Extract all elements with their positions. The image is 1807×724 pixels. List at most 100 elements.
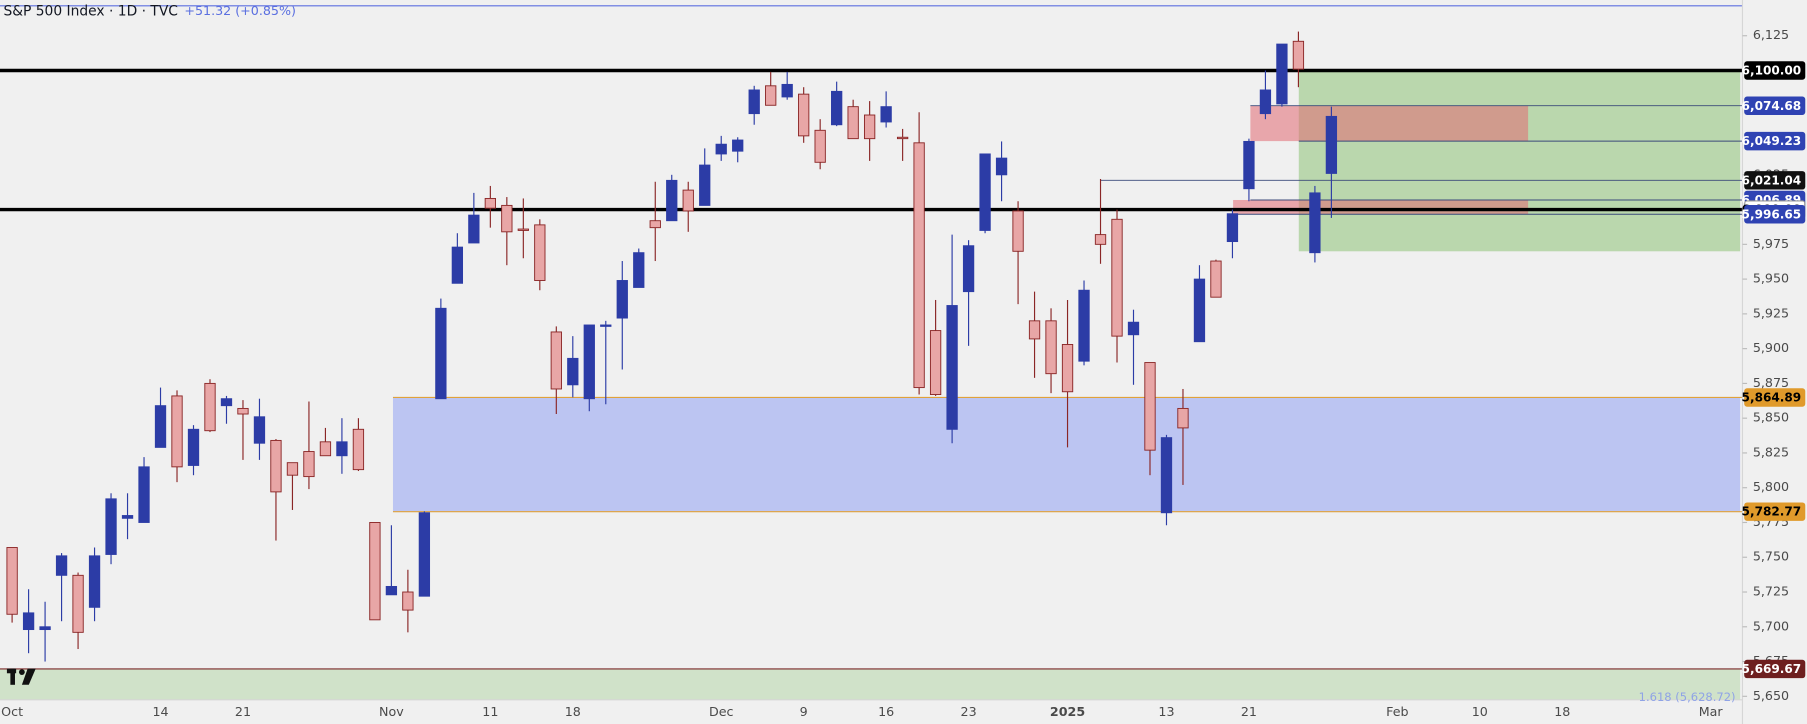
candle-body [682, 189, 694, 212]
logo-part [10, 668, 15, 685]
candle-body [583, 324, 595, 400]
price-label-box [1744, 131, 1806, 151]
candle-body [995, 157, 1008, 176]
candle-body [154, 405, 167, 448]
candle-body [600, 324, 612, 327]
candle-body [666, 179, 678, 222]
zone [1233, 199, 1529, 215]
candle-body [105, 498, 117, 555]
y-tick-label: 5,850 [1753, 410, 1789, 425]
price-label-box [1744, 659, 1806, 679]
candle-body [1226, 213, 1239, 243]
zones [0, 70, 1741, 700]
candle-body [468, 214, 480, 244]
annotation: 1.618 (5,628.72) [1639, 690, 1736, 704]
y-tick-label: 5,925 [1753, 305, 1789, 320]
logo-part [19, 669, 25, 676]
price-label-box [1744, 205, 1806, 224]
x-tick-label: 2025 [1050, 704, 1085, 719]
candle-body [402, 591, 414, 611]
zone [0, 668, 1741, 700]
candles [6, 31, 1338, 662]
y-tick-label: 5,800 [1753, 479, 1789, 494]
zone [392, 397, 1741, 512]
candle-body [1127, 321, 1140, 336]
candle-body [798, 93, 810, 137]
candle-body [896, 136, 909, 140]
candle-body [418, 512, 431, 597]
x-tick-label: 13 [1158, 704, 1174, 719]
candle-body [1309, 192, 1321, 254]
candle-body [1028, 320, 1041, 340]
candle-body [962, 245, 975, 293]
candle-body [204, 382, 216, 432]
candle-body [1045, 320, 1057, 375]
candle-body [171, 395, 183, 468]
candle-body [831, 90, 843, 126]
candle-body [336, 441, 348, 457]
candle-body [847, 106, 859, 140]
price-label: 5,782.77 [1742, 505, 1802, 519]
candle-body [781, 83, 793, 98]
y-tick-label: 6,125 [1753, 27, 1789, 42]
price-label: 6,100.00 [1742, 64, 1802, 78]
y-tick-label: 5,725 [1753, 584, 1789, 599]
candle-body [1292, 40, 1305, 70]
candle-body [1210, 260, 1222, 298]
candle-body [1193, 278, 1206, 343]
candle-body [88, 555, 101, 608]
x-tick-label: Oct [1, 704, 23, 719]
y-tick-label: 5,825 [1753, 444, 1789, 459]
candle-body [220, 398, 233, 407]
candle-body [1259, 89, 1272, 115]
candle-body [979, 153, 991, 231]
tv-logo [6, 668, 36, 685]
x-tick-label: 14 [152, 704, 168, 719]
price-label-box [1744, 171, 1806, 190]
candle-body [517, 228, 529, 231]
y-tick-label: 5,750 [1753, 549, 1789, 564]
y-tick-label: 5,875 [1753, 375, 1789, 390]
candle-body [303, 451, 315, 478]
candle-body [814, 129, 826, 163]
x-tick-label: 16 [878, 704, 894, 719]
y-tick-label: 5,900 [1753, 340, 1789, 355]
price-label: 5,669.67 [1742, 662, 1802, 676]
candle-body [385, 585, 398, 596]
candle-body [732, 139, 744, 152]
logo-part [21, 668, 36, 685]
candle-body [748, 89, 760, 115]
candle-body [451, 246, 464, 284]
zone [1298, 70, 1741, 252]
x-tick-label: 21 [235, 704, 251, 719]
chart-title: S&P 500 Index · 1D · TVC [3, 4, 178, 20]
zone [1250, 105, 1529, 142]
price-label-box [1744, 96, 1806, 115]
candle-body [501, 204, 513, 233]
candle-body [352, 428, 365, 471]
candle-body [946, 305, 958, 430]
x-tick-label: Nov [379, 704, 404, 719]
candle-body [1061, 344, 1074, 393]
candle-body [22, 612, 35, 631]
candle-body [649, 220, 661, 229]
candle-body [6, 547, 18, 615]
candle-body [863, 114, 876, 140]
x-tick-label: Mar [1699, 704, 1724, 719]
candle-body [484, 197, 496, 209]
candle-body [929, 330, 942, 395]
candle-body [286, 462, 299, 476]
price-label: 6,021.04 [1742, 173, 1802, 187]
candle-body [121, 515, 134, 519]
candle-body [319, 441, 332, 457]
x-tick-label: 18 [1554, 704, 1570, 719]
price-label: 6,049.23 [1742, 134, 1802, 148]
candle-body [1160, 437, 1173, 514]
candle-body [435, 307, 447, 400]
candle-body [253, 416, 266, 444]
candle-body [55, 555, 68, 576]
candle-body [1325, 115, 1338, 174]
price-label-box [1744, 61, 1806, 80]
